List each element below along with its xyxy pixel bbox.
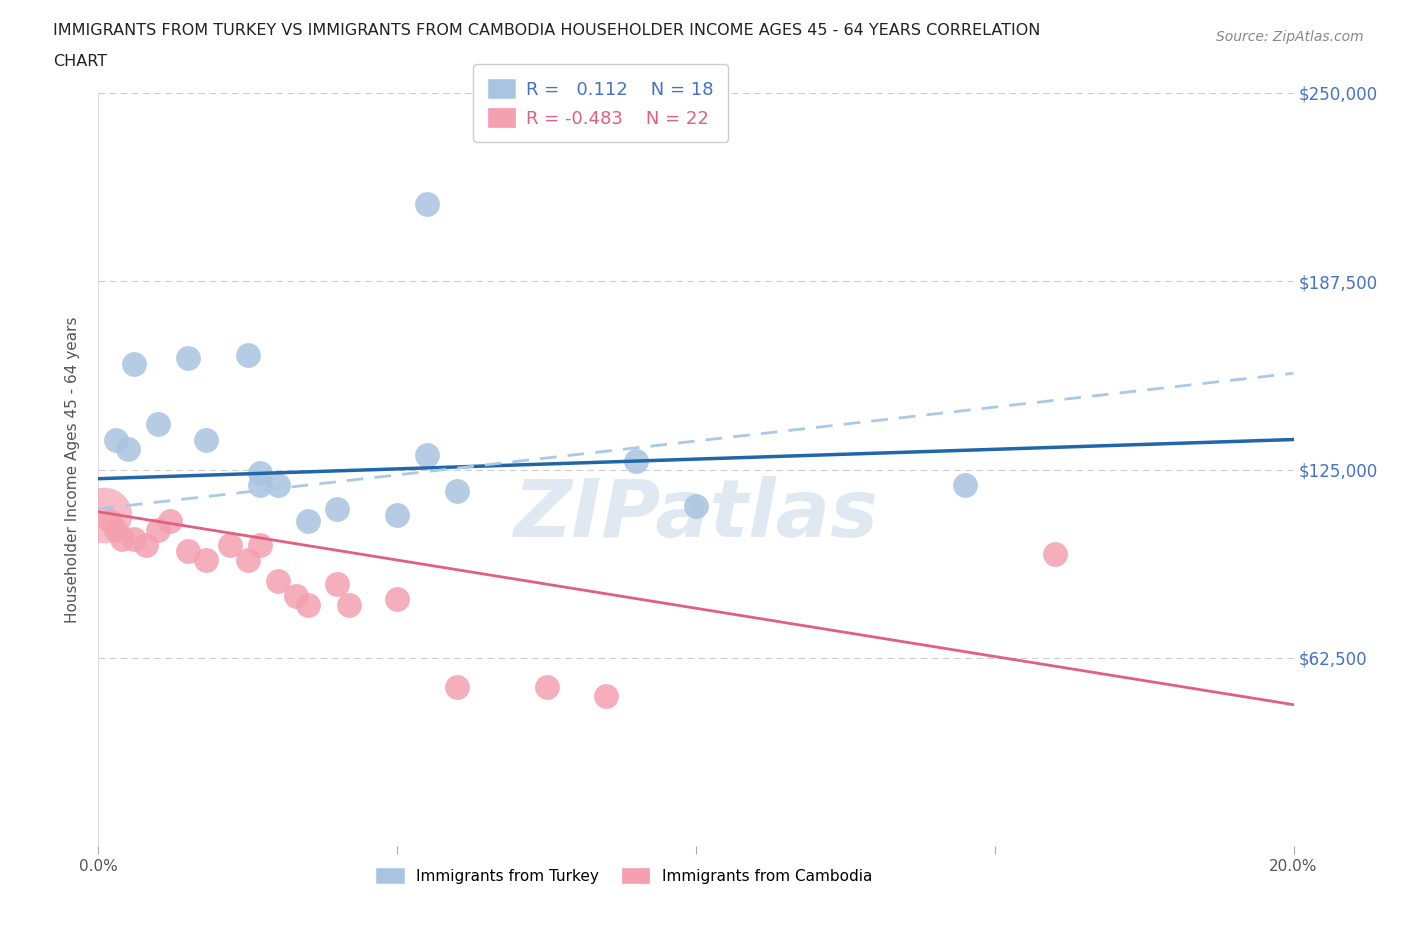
Point: [195, 432, 218, 447]
Point: [98, 513, 122, 528]
Point: [536, 679, 558, 694]
Point: [236, 552, 259, 567]
Text: CHART: CHART: [53, 54, 107, 69]
Y-axis label: Householder Income Ages 45 - 64 years: Householder Income Ages 45 - 64 years: [65, 316, 80, 623]
Point: [148, 523, 170, 538]
Point: [105, 523, 128, 538]
Text: IMMIGRANTS FROM TURKEY VS IMMIGRANTS FROM CAMBODIA HOUSEHOLDER INCOME AGES 45 - : IMMIGRANTS FROM TURKEY VS IMMIGRANTS FRO…: [53, 23, 1040, 38]
Point: [111, 532, 134, 547]
Point: [685, 498, 707, 513]
Point: [177, 351, 200, 365]
Point: [135, 538, 157, 552]
Point: [953, 477, 976, 492]
Point: [284, 589, 307, 604]
Point: [1043, 547, 1066, 562]
Point: [177, 543, 200, 558]
Point: [385, 591, 409, 606]
Point: [326, 501, 349, 516]
Point: [446, 484, 468, 498]
Point: [446, 679, 468, 694]
Point: [385, 508, 409, 523]
Point: [416, 197, 439, 212]
Point: [339, 598, 361, 613]
Point: [326, 577, 349, 591]
Text: ZIPatlas: ZIPatlas: [513, 476, 879, 554]
Point: [249, 477, 271, 492]
Point: [93, 508, 115, 523]
Point: [595, 688, 617, 703]
Point: [219, 538, 242, 552]
Point: [195, 552, 218, 567]
Point: [124, 532, 146, 547]
Point: [249, 465, 271, 480]
Point: [297, 598, 319, 613]
Point: [297, 513, 319, 528]
Point: [105, 432, 128, 447]
Point: [267, 477, 290, 492]
Text: Source: ZipAtlas.com: Source: ZipAtlas.com: [1216, 30, 1364, 44]
Point: [159, 513, 181, 528]
Legend: Immigrants from Turkey, Immigrants from Cambodia: Immigrants from Turkey, Immigrants from …: [368, 860, 880, 891]
Point: [148, 417, 170, 432]
Point: [249, 538, 271, 552]
Point: [236, 348, 259, 363]
Point: [416, 447, 439, 462]
Point: [117, 441, 139, 456]
Point: [626, 453, 648, 468]
Point: [267, 574, 290, 589]
Point: [124, 357, 146, 372]
